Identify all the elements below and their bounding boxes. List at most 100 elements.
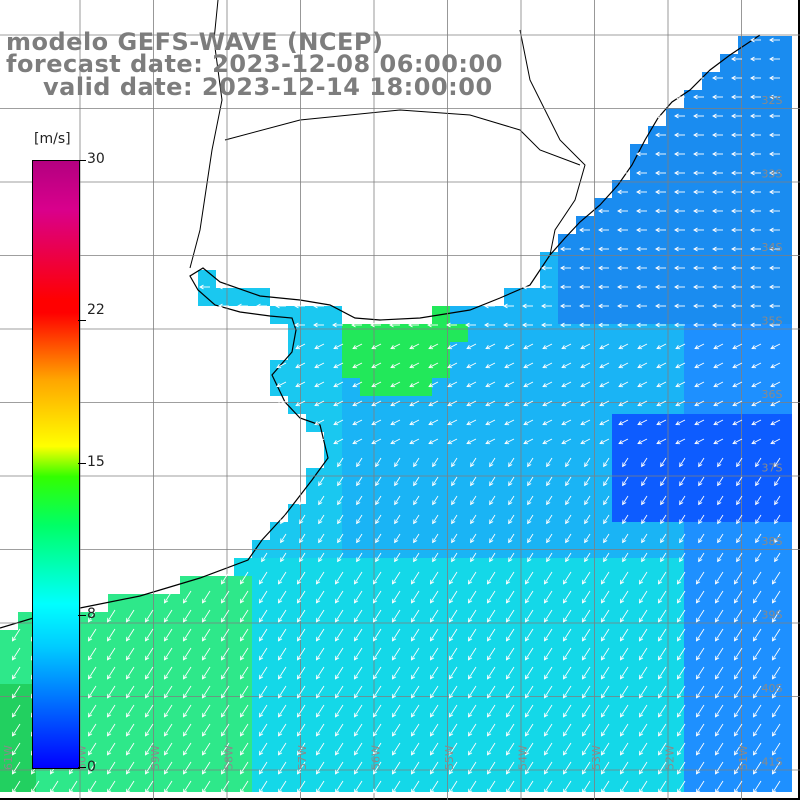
wind-speed-cell (756, 36, 774, 54)
wind-arrow (563, 647, 572, 661)
wind-arrow-head (542, 363, 548, 369)
wind-arrow-head (636, 322, 641, 328)
wind-speed-cell (774, 702, 792, 720)
valid-date: valid date: 2023-12-14 18:00:00 (43, 73, 493, 101)
wind-arrow-head (352, 344, 358, 350)
wind-arrow (297, 780, 306, 794)
wind-arrow (527, 533, 534, 543)
wind-arrow (755, 457, 762, 467)
wind-arrow-head (429, 788, 435, 794)
wind-speed-cell (720, 522, 738, 540)
wind-arrow (696, 590, 705, 604)
wind-arrow-head (546, 462, 551, 468)
wind-arrow (164, 666, 173, 680)
wind-arrow (582, 723, 591, 737)
wind-arrow (221, 704, 230, 718)
wind-arrow-head (523, 401, 529, 407)
wind-arrow-head (752, 788, 758, 794)
wind-arrow-head (714, 731, 720, 737)
wind-arrow-head (106, 731, 112, 737)
wind-arrow (696, 609, 705, 623)
wind-arrow-head (391, 788, 397, 794)
wind-speed-cell (450, 576, 468, 594)
wind-speed-cell (504, 378, 522, 396)
wind-speed-cell (324, 774, 342, 792)
wind-speed-cell (396, 576, 414, 594)
wind-arrow-head (87, 674, 93, 680)
wind-arrow-head (428, 344, 434, 350)
wind-arrow-head (409, 420, 415, 426)
wind-arrow-head (182, 693, 188, 699)
wind-speed-cell (342, 630, 360, 648)
wind-arrow (525, 590, 534, 604)
wind-arrow-head (295, 344, 301, 350)
wind-speed-cell (504, 468, 522, 486)
wind-speed-cell (324, 486, 342, 504)
wind-arrow-head (755, 519, 760, 525)
wind-speed-cell (450, 450, 468, 468)
wind-speed-cell (396, 450, 414, 468)
wind-arrow-head (451, 462, 456, 468)
wind-speed-cell (360, 756, 378, 774)
wind-speed-cell (594, 540, 612, 558)
wind-speed-cell (684, 306, 702, 324)
wind-arrow (525, 723, 534, 737)
wind-speed-cell (774, 594, 792, 612)
wind-arrow (88, 666, 97, 680)
wind-arrow-head (465, 322, 470, 328)
wind-arrow-head (656, 344, 662, 350)
wind-arrow (599, 438, 610, 444)
wind-arrow-head (277, 674, 283, 680)
wind-arrow-head (163, 769, 169, 775)
wind-speed-cell (504, 504, 522, 522)
wind-arrow-head (522, 322, 527, 328)
wind-arrow-head (353, 598, 359, 604)
wind-arrow (295, 362, 306, 368)
wind-speed-cell (342, 522, 360, 540)
wind-arrow (470, 457, 477, 467)
wind-arrow-head (619, 769, 625, 775)
wind-arrow (753, 761, 762, 775)
wind-arrow-head (163, 693, 169, 699)
wind-speed-cell (396, 558, 414, 576)
wind-speed-cell (252, 288, 270, 306)
wind-speed-cell (702, 594, 720, 612)
wind-speed-cell (432, 720, 450, 738)
wind-speed-cell (738, 396, 756, 414)
wind-speed-cell (180, 702, 198, 720)
wind-arrow-head (657, 788, 663, 794)
wind-arrow (297, 628, 306, 642)
wind-arrow (622, 495, 629, 505)
wind-arrow-head (695, 750, 701, 756)
wind-arrow-head (428, 382, 434, 388)
wind-arrow-head (125, 655, 131, 661)
legend-tick-mark (78, 463, 86, 464)
wind-speed-cell (324, 594, 342, 612)
wind-speed-cell (396, 360, 414, 378)
wind-arrow (392, 666, 401, 680)
wind-arrow (639, 628, 648, 642)
wind-arrow-head (562, 693, 568, 699)
wind-arrow-head (372, 788, 378, 794)
wind-speed-cell (90, 738, 108, 756)
wind-arrow-head (486, 693, 492, 699)
wind-arrow (297, 647, 306, 661)
wind-arrow-head (299, 500, 304, 506)
wind-arrow-head (505, 788, 511, 794)
wind-speed-cell (504, 288, 522, 306)
wind-arrow-head (676, 731, 682, 737)
wind-speed-cell (558, 378, 576, 396)
wind-arrow (335, 723, 344, 737)
wind-arrow-head (467, 598, 473, 604)
wind-speed-cell (756, 594, 774, 612)
wind-arrow-head (505, 674, 511, 680)
wind-arrow-head (353, 617, 359, 623)
wind-arrow (409, 381, 420, 387)
wind-speed-cell (324, 342, 342, 360)
wind-arrow-head (622, 462, 627, 468)
wind-arrow (580, 438, 591, 444)
wind-arrow (489, 476, 496, 486)
wind-arrow-head (674, 170, 679, 176)
wind-arrow (774, 533, 781, 543)
wind-speed-cell (90, 630, 108, 648)
